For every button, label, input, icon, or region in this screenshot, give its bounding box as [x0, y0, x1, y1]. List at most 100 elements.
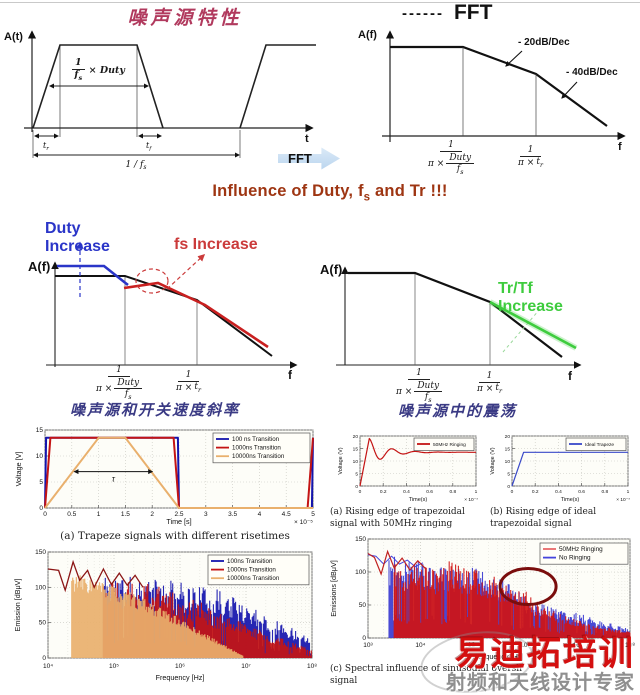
- svg-text:0: 0: [39, 505, 43, 512]
- svg-text:10³: 10³: [363, 642, 373, 649]
- slope-40db-arrow: [561, 81, 578, 99]
- breakpoint-2-label: 1 π × tr: [477, 371, 502, 395]
- y-axis-label: Emissions [dBμV]: [329, 560, 338, 616]
- svg-text:1: 1: [475, 489, 478, 495]
- trtf-influence-diagram: A(f) f: [320, 262, 582, 383]
- svg-text:100: 100: [35, 584, 46, 591]
- tr-label: tr: [43, 141, 49, 152]
- y-axis-label: Voltage (V): [338, 447, 344, 474]
- svg-text:0: 0: [42, 655, 46, 662]
- fft-legend: ------ FFT: [402, 1, 492, 25]
- x-axis-label: Frequency [Hz]: [475, 652, 524, 661]
- watermark-brand: 易迪拓培训: [455, 634, 635, 674]
- time-domain-diagram: A(t) t tr tf 1 / fs: [4, 30, 316, 171]
- series-1000ns Transition: [44, 436, 314, 509]
- emission-ringing-chart: 10³ 10⁴ 10⁵ 10⁶ 10⁷ 10⁸ 0 50 100 150 Frequency [Hz…: [329, 536, 635, 661]
- svg-text:10⁷: 10⁷: [241, 663, 251, 670]
- svg-text:0: 0: [359, 489, 362, 495]
- caption-ideal: (b) Rising edge of ideal trapezoidal sig…: [490, 507, 597, 529]
- fs-increase-curve: [123, 281, 269, 349]
- svg-text:1000ns Transition: 1000ns Transition: [227, 567, 276, 574]
- svg-text:5: 5: [355, 472, 358, 478]
- svg-text:3: 3: [204, 511, 208, 518]
- x-axis-label: f: [568, 369, 573, 383]
- svg-text:10⁸: 10⁸: [307, 663, 317, 670]
- spectrum-spikes: [71, 575, 244, 658]
- reference-spectrum: [55, 275, 273, 357]
- fs-highlight-circle: [135, 268, 169, 294]
- x-axis-label: t: [305, 133, 309, 145]
- spectrum-comb-line: [367, 549, 427, 576]
- svg-text:0.5: 0.5: [67, 511, 76, 518]
- axis-scale-note: × 10⁻⁷: [616, 497, 630, 503]
- breakpoint-2-label: 1 π × tr: [518, 145, 543, 169]
- y-axis-label: A(t): [4, 31, 23, 43]
- svg-text:No Ringing: No Ringing: [559, 555, 591, 562]
- svg-text:100 ns Transition: 100 ns Transition: [232, 436, 280, 443]
- duty-increase-curve: [57, 264, 129, 287]
- series-Ideal Trapeze: [511, 451, 628, 487]
- svg-text:0.4: 0.4: [555, 489, 562, 495]
- svg-text:10⁴: 10⁴: [43, 663, 53, 670]
- fft-legend-dashes: ------: [402, 4, 444, 22]
- legend: Ideal Trapeze: [565, 437, 627, 451]
- svg-text:3.5: 3.5: [228, 511, 237, 518]
- spectrum-spikes: [393, 561, 631, 638]
- y-axis-label: Emission [dBμV]: [13, 579, 22, 632]
- spectrum-comb-line: [47, 559, 144, 593]
- series-50MHz Ringing: [359, 437, 477, 487]
- period-label: 1 / fs: [126, 160, 147, 171]
- svg-text:5: 5: [507, 472, 510, 478]
- x-axis-label: Time [s]: [166, 517, 191, 526]
- top-divider: [0, 2, 640, 3]
- trtf-dashed-guide: [502, 301, 547, 353]
- svg-text:0.2: 0.2: [380, 489, 387, 495]
- trapeze-signals-chart: 0 0.5 1 1.5 2 2.5 3 3.5 4 4.5 5 0 5 10 15 Time [s] Volta…: [14, 427, 315, 526]
- svg-text:0.6: 0.6: [426, 489, 433, 495]
- slope-20db-label: - 20dB/Dec: [518, 37, 570, 48]
- svg-text:10⁸: 10⁸: [625, 642, 635, 649]
- x-axis-label: Frequency [Hz]: [156, 673, 205, 682]
- svg-text:4.5: 4.5: [282, 511, 291, 518]
- svg-text:10⁵: 10⁵: [468, 642, 478, 649]
- y-axis-label: A(f): [28, 259, 50, 274]
- svg-text:50: 50: [359, 602, 367, 609]
- series-100 ns Transition: [44, 436, 314, 509]
- caption-ringing: (a) Rising edge of trapezoidal signal wi…: [330, 507, 465, 529]
- svg-text:2.5: 2.5: [174, 511, 183, 518]
- svg-text:10⁴: 10⁴: [415, 642, 425, 649]
- section-title-risetime: 噪声源和开关速度斜率: [69, 401, 240, 419]
- fs-increase-label: fs Increase: [174, 236, 258, 253]
- slope-20db-arrow: [505, 50, 523, 67]
- svg-text:0.8: 0.8: [449, 489, 456, 495]
- svg-text:20: 20: [505, 434, 511, 440]
- emission-risetime-chart: 10⁴ 10⁵ 10⁶ 10⁷ 10⁸ 0 50 100 150 Frequency [Hz] Em…: [13, 549, 317, 682]
- svg-text:2: 2: [150, 511, 154, 518]
- duty-increase-label: Duty Increase: [45, 220, 110, 255]
- svg-text:20: 20: [353, 434, 359, 440]
- svg-text:10: 10: [353, 459, 359, 465]
- fft-transform-arrow-label: FFT: [288, 151, 312, 166]
- breakpoint-1-label: 1 π × Duty fs: [428, 140, 475, 176]
- svg-text:10⁷: 10⁷: [573, 642, 583, 649]
- fft-spectrum-diagram: A(f) f - 20dB/Dec - 40dB/Dec: [358, 29, 626, 153]
- section-title-ringing: 噪声源中的震荡: [397, 402, 517, 420]
- caption-spectral: (c) Spectral influence of sinusodial ove…: [330, 664, 523, 686]
- fft-legend-label: FFT: [453, 1, 493, 24]
- svg-text:10000ns Transition: 10000ns Transition: [227, 575, 280, 582]
- series-10000ns Transition: [44, 436, 313, 509]
- x-axis-label: f: [618, 141, 622, 153]
- duty-width-label: 1 fs × Duty: [72, 57, 125, 82]
- svg-text:10: 10: [505, 459, 511, 465]
- svg-text:50MHz Ringing: 50MHz Ringing: [559, 546, 603, 553]
- one-over-fs-fraction: 1 fs: [72, 57, 85, 82]
- svg-text:1: 1: [627, 489, 630, 495]
- influence-title: Influence of Duty, fs and Tr !!!: [212, 182, 448, 204]
- legend: 100 ns Transition 1000ns Transition10000n…: [212, 432, 311, 464]
- svg-text:0.4: 0.4: [403, 489, 410, 495]
- breakpoint-1-label: 1 π × Duty fs: [396, 368, 443, 404]
- x-axis-label: Time(s): [409, 497, 428, 503]
- svg-text:5: 5: [311, 511, 315, 518]
